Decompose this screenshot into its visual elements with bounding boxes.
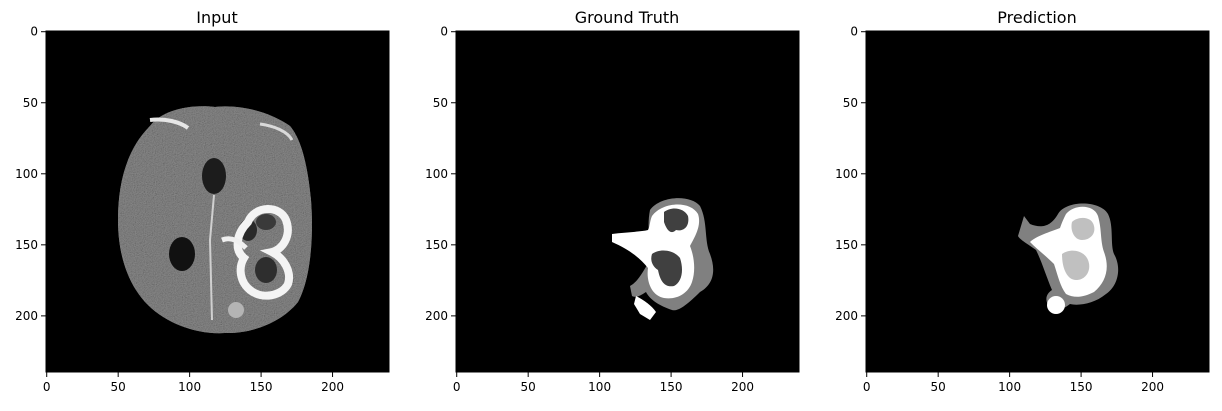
y-tick-label: 0 [440,25,448,39]
y-tick-label: 200 [835,309,858,323]
x-tick-label: 50 [521,380,536,394]
x-tick-label: 150 [1070,380,1093,394]
y-tick-label: 150 [425,238,448,252]
x-tick-label: 0 [453,380,461,394]
x-tick-label: 200 [1141,380,1164,394]
panel-input: Input 0 50 100 150 200 0 50 100 150 200 [15,8,390,394]
axes-frame [455,30,800,373]
y-tick-label: 100 [15,167,38,181]
x-tick-label: 100 [998,380,1021,394]
y-tick-label: 50 [433,96,448,110]
y-tick-label: 150 [15,238,38,252]
mri-slice-image [46,31,389,372]
axes-frame [45,30,390,373]
y-tick-label: 50 [23,96,38,110]
x-tick-label: 200 [321,380,344,394]
ground-truth-mask [456,31,799,372]
panel-title: Ground Truth [575,8,680,27]
x-axis: 0 50 100 150 200 [43,372,344,394]
x-tick-label: 50 [111,380,126,394]
y-tick-label: 100 [835,167,858,181]
x-tick-label: 150 [250,380,273,394]
axes-frame [865,30,1210,373]
x-axis: 0 50 100 150 200 [453,372,754,394]
y-tick-label: 150 [835,238,858,252]
x-tick-label: 200 [731,380,754,394]
y-axis: 0 50 100 150 200 [15,25,46,323]
y-tick-label: 0 [850,25,858,39]
x-axis: 0 50 100 150 200 [863,372,1164,394]
y-tick-label: 50 [843,96,858,110]
y-tick-label: 200 [15,309,38,323]
y-tick-label: 200 [425,309,448,323]
necrotic-core [1071,217,1095,240]
panel-title: Prediction [997,8,1076,27]
x-tick-label: 150 [660,380,683,394]
x-tick-label: 100 [588,380,611,394]
y-tick-label: 0 [30,25,38,39]
tumor-enhancing-ring [233,205,293,300]
y-axis: 0 50 100 150 200 [425,25,456,323]
y-axis: 0 50 100 150 200 [835,25,866,323]
panel-title: Input [196,8,237,27]
necrotic-core [664,208,689,233]
x-tick-label: 0 [863,380,871,394]
x-tick-label: 0 [43,380,51,394]
panel-prediction: Prediction 0 50 100 150 200 0 50 100 150 200 [835,8,1210,394]
predicted-mask [866,31,1209,372]
panel-ground-truth: Ground Truth 0 50 100 150 200 0 50 100 150 200 [425,8,800,394]
x-tick-label: 50 [931,380,946,394]
y-tick-label: 100 [425,167,448,181]
x-tick-label: 100 [178,380,201,394]
